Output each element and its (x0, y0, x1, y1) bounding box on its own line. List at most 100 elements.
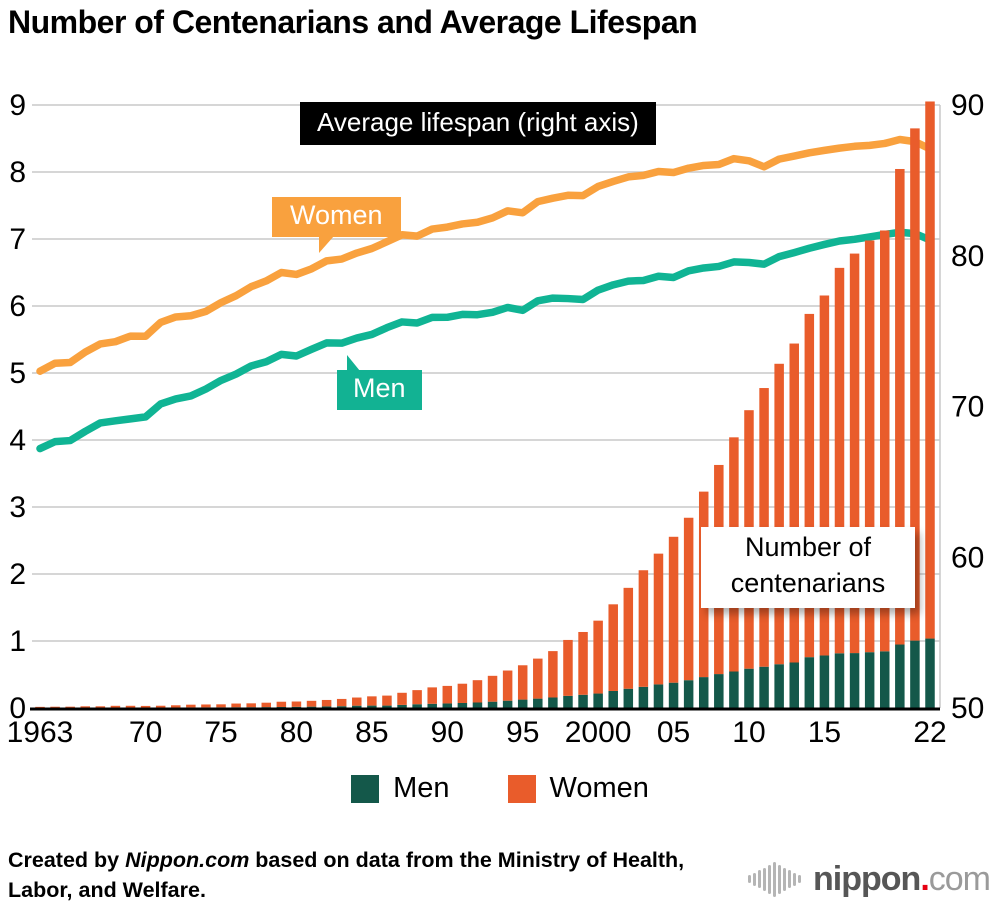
right-axis-tick-label: 70 (951, 391, 984, 424)
bar-women-segment (50, 706, 60, 708)
x-axis-tick-label: 05 (657, 716, 690, 749)
bar-women-segment (683, 517, 694, 681)
bar-women-segment (155, 705, 166, 708)
bar-women-segment (819, 295, 830, 656)
x-axis-tick-label: 1963 (7, 716, 74, 749)
bar-men-segment (442, 703, 453, 708)
gridlines (32, 104, 941, 708)
bar-women-segment (608, 604, 618, 691)
bar-men-segment (925, 638, 935, 708)
page-title: Number of Centenarians and Average Lifes… (8, 4, 698, 40)
bar-women-segment (472, 680, 483, 703)
men-line-label: Men (337, 355, 422, 410)
bar-men-segment (593, 693, 603, 708)
bar-men-segment (533, 698, 543, 708)
bar-women-segment (201, 704, 211, 708)
legend-item-women: Women (507, 772, 649, 805)
bar-men-segment (895, 644, 905, 708)
bar-men-segment (804, 657, 815, 708)
left-axis-tick-label: 5 (9, 357, 26, 390)
bar-women-segment (623, 587, 634, 689)
bar-women-segment (668, 536, 679, 683)
bar-men-segment (457, 702, 468, 708)
bar-men-segment (276, 706, 287, 708)
left-axis-tick-label: 1 (9, 625, 26, 658)
bar-women-segment (502, 670, 513, 701)
bar-men-segment (879, 651, 890, 708)
bar-men-segment (336, 706, 347, 708)
credit-line2: Labor, and Welfare. (8, 877, 206, 902)
bar-women-segment (291, 701, 302, 707)
x-axis-tick-label: 95 (506, 716, 539, 749)
bar-women-segment (517, 665, 528, 700)
x-axis-tick-label: 22 (913, 716, 946, 749)
bar-men-segment (472, 702, 483, 708)
left-axis-tick-label: 0 (9, 692, 26, 725)
left-axis-tick-label: 6 (9, 290, 26, 323)
centenarians-annotation: Number of centenarians (701, 527, 915, 609)
bar-men-segment (698, 677, 709, 708)
logo-text: nippon.com (813, 859, 991, 899)
bar-women-segment (412, 690, 422, 705)
bar-men-segment (834, 653, 845, 708)
bar-women-segment (849, 253, 860, 654)
logo-brand: nippon (813, 859, 921, 898)
bar-men-segment (910, 640, 920, 708)
bar-women-segment (864, 240, 875, 653)
bar-men-segment (608, 690, 618, 708)
bar-men-segment (759, 666, 769, 708)
left-axis-tick-label: 3 (9, 491, 26, 524)
bar-men-segment (382, 705, 392, 708)
bar-women-segment (548, 651, 558, 698)
x-axis-tick-label: 2000 (565, 716, 632, 749)
x-axis-tick-label: 70 (129, 716, 162, 749)
bar-women-segment (578, 631, 588, 695)
bar-men-segment (744, 668, 754, 708)
bar-men-segment (548, 697, 558, 708)
bar-women-segment (533, 658, 543, 699)
legend: Men Women (0, 772, 1000, 805)
bar-men-segment (864, 652, 875, 708)
bar-men-segment (427, 703, 437, 708)
bar-men-segment (367, 705, 377, 708)
left-axis-tick-label: 4 (9, 424, 26, 457)
left-axis-tick-label: 2 (9, 558, 26, 591)
bar-women-segment (593, 620, 603, 694)
bar-men-segment (623, 688, 634, 708)
bar-women-segment (306, 700, 317, 707)
credit-source: Nippon.com (125, 848, 250, 872)
bar-women-segment (246, 703, 256, 708)
logo-dot: . (920, 859, 930, 898)
bar-women-segment (834, 267, 845, 654)
bar-women-segment (140, 705, 151, 708)
centenarians-annotation-line1: Number of (744, 532, 872, 562)
bar-women-segment (367, 696, 377, 706)
bar-women-segment (261, 702, 272, 708)
women-lifespan-line (36, 135, 934, 375)
bar-men-segment (321, 706, 332, 708)
bar-women-segment (397, 692, 407, 705)
bar-women-segment (95, 706, 106, 708)
right-axis-tick-label: 60 (951, 541, 984, 574)
bar-men-segment (789, 662, 799, 708)
bar-women-segment (895, 168, 905, 645)
x-axis-tick-label: 75 (204, 716, 237, 749)
bar-women-segment (352, 697, 362, 706)
x-axis-tick-label: 10 (732, 716, 765, 749)
left-axis-tick-label: 7 (9, 223, 26, 256)
bar-women-segment (216, 704, 226, 708)
source-credit: Created by Nippon.com based on data from… (8, 846, 848, 905)
bar-women-segment (789, 343, 799, 663)
bar-men-segment (638, 686, 649, 708)
women-line-label: Women (272, 197, 401, 253)
bar-women-segment (231, 703, 241, 708)
bar-women-segment (804, 313, 815, 658)
centenarians-annotation-line2: centenarians (730, 567, 886, 598)
bar-men-segment (412, 704, 422, 708)
men-lifespan-line (36, 228, 934, 453)
right-axis-tick-label: 80 (951, 240, 984, 273)
right-axis-tick-label: 50 (951, 692, 984, 725)
bar-men-segment (714, 674, 724, 708)
bar-men-segment (774, 664, 784, 708)
x-axis-tick-label: 80 (280, 716, 313, 749)
